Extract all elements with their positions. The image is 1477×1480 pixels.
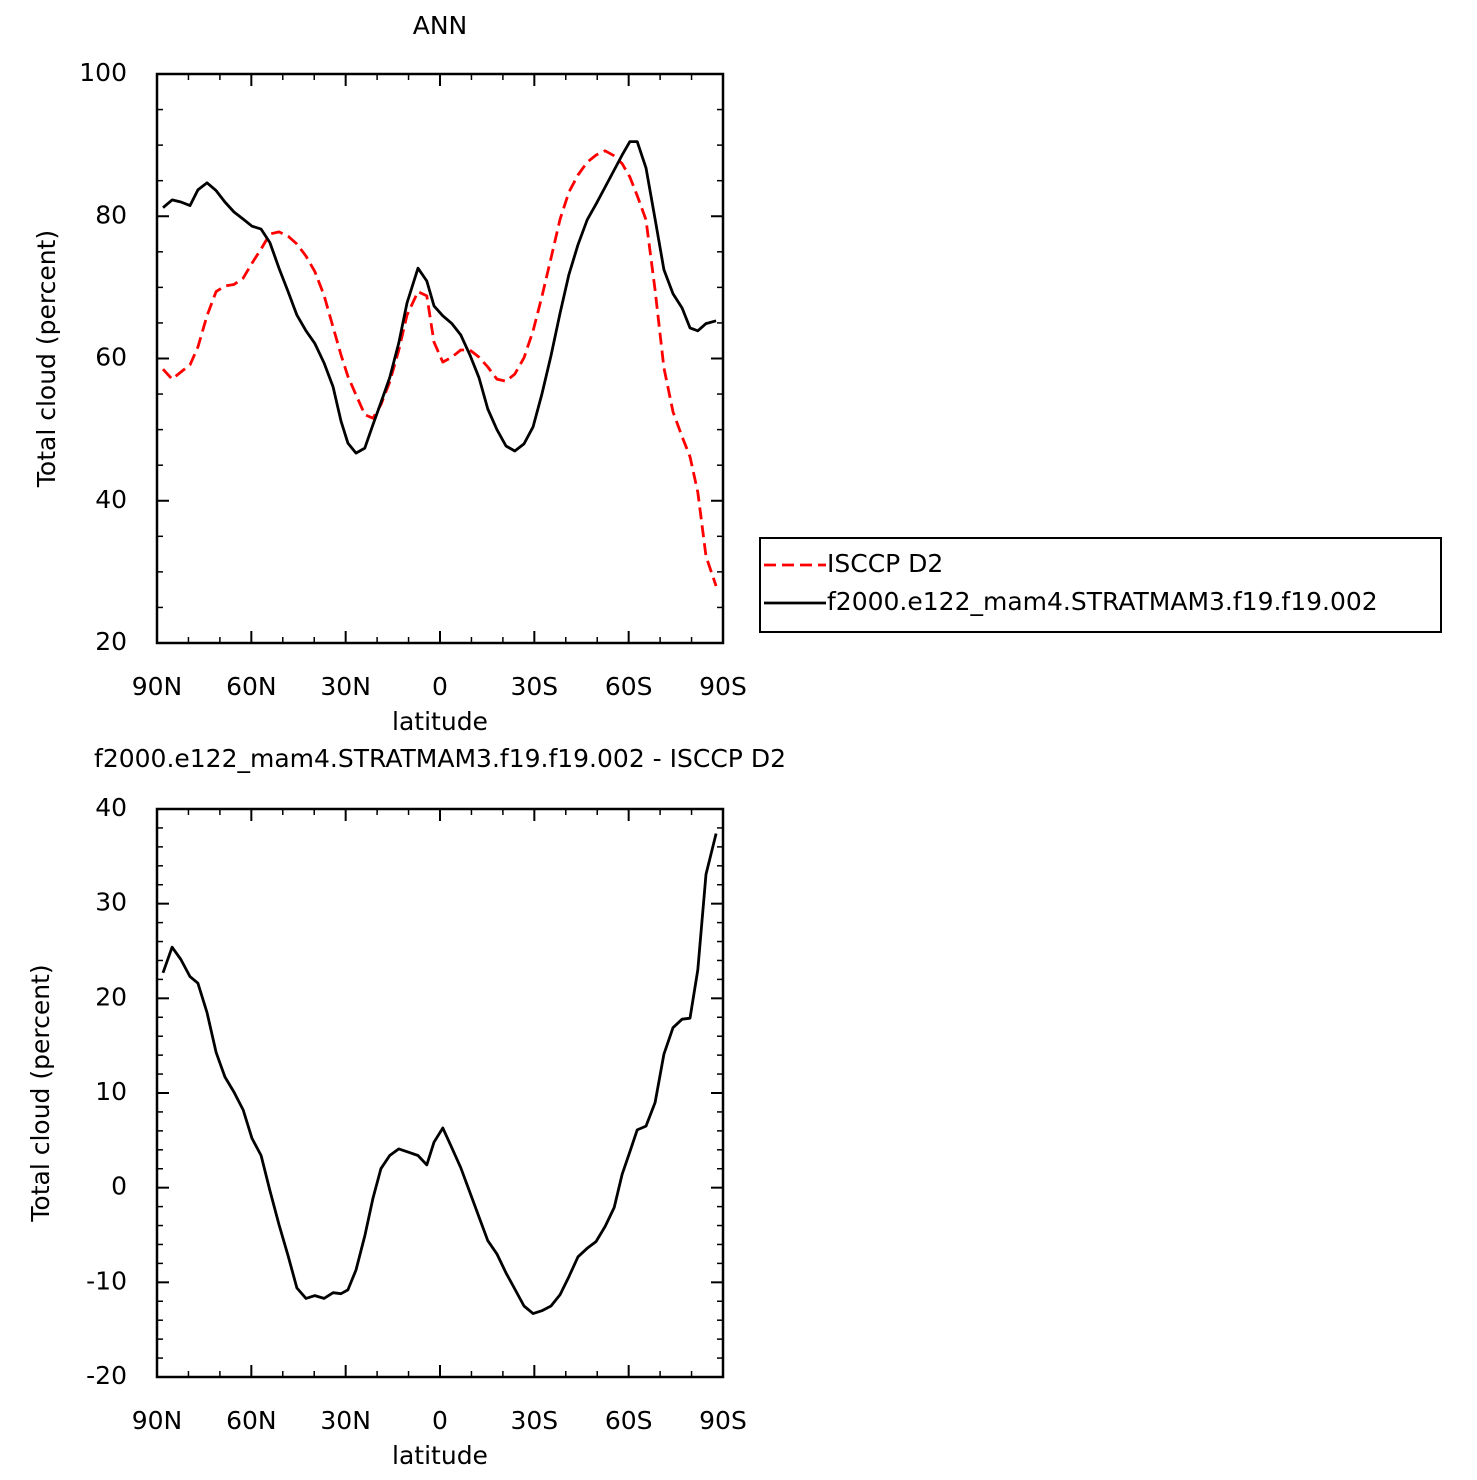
legend-box [759,537,1442,633]
y-tick-label: -10 [86,1266,127,1295]
y-tick-label: 100 [79,58,127,87]
y-tick-label: 80 [95,200,127,229]
y-tick-label: 10 [95,1077,127,1106]
data-line [161,149,718,587]
y-tick-label: 40 [95,793,127,822]
y-tick-label: 20 [95,982,127,1011]
y-tick-label: 20 [95,627,127,656]
x-tick-label: 0 [432,1406,448,1435]
chart-title: ANN [413,11,468,40]
x-tick-label: 60N [226,1406,277,1435]
x-tick-label: 90S [699,1406,747,1435]
x-tick-label: 90N [132,672,183,701]
x-tick-label: 30S [510,1406,558,1435]
data-line [161,833,718,1315]
y-tick-label: 30 [95,888,127,917]
legend-label: f2000.e122_mam4.STRATMAM3.f19.f19.002 [827,587,1378,616]
x-tick-label: 90S [699,672,747,701]
y-axis-label: Total cloud (percent) [26,964,55,1222]
chart-title: f2000.e122_mam4.STRATMAM3.f19.f19.002 - … [94,744,786,773]
y-tick-label: -20 [86,1361,127,1390]
x-tick-label: 60N [226,672,277,701]
legend-label: ISCCP D2 [827,549,943,578]
plot-frame [155,807,725,1379]
y-tick-label: 40 [95,485,127,514]
y-axis-label: Total cloud (percent) [32,230,61,488]
x-tick-label: 60S [605,1406,653,1435]
x-axis-label: latitude [392,707,488,736]
x-tick-label: 30S [510,672,558,701]
x-tick-label: 60S [605,672,653,701]
y-tick-label: 60 [95,343,127,372]
x-tick-label: 30N [320,672,371,701]
x-tick-label: 0 [432,672,448,701]
x-tick-label: 90N [132,1406,183,1435]
x-axis-label: latitude [392,1441,488,1470]
y-tick-label: 0 [111,1172,127,1201]
x-tick-label: 30N [320,1406,371,1435]
data-line [162,140,717,455]
